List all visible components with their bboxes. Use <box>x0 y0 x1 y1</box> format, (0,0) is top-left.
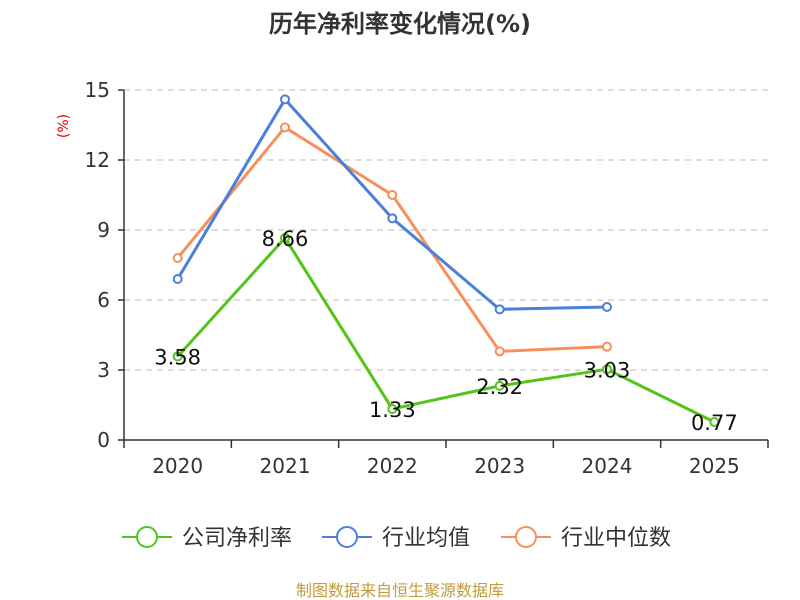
x-tick-label: 2025 <box>689 454 740 478</box>
data-point <box>387 213 398 224</box>
data-label: 0.77 <box>691 411 738 435</box>
data-point <box>602 364 612 375</box>
data-point <box>172 253 183 263</box>
data-point <box>172 274 183 284</box>
x-tick-label: 2021 <box>260 454 311 478</box>
series-line <box>176 125 608 353</box>
x-tick-label: 2022 <box>367 454 418 478</box>
data-point <box>602 341 612 352</box>
legend-marker <box>515 526 537 548</box>
data-label: 1.33 <box>369 398 416 422</box>
data-label: 8.66 <box>262 227 309 251</box>
series-2 <box>172 122 612 357</box>
y-tick-label: 0 <box>97 428 110 452</box>
y-tick-label: 15 <box>85 78 110 102</box>
chart-title: 历年净利率变化情况(%) <box>269 10 531 38</box>
series-line <box>176 97 608 311</box>
data-point <box>494 304 505 315</box>
y-tick-label: 9 <box>97 218 110 242</box>
legend-item[interactable]: 公司净利率 <box>122 526 292 551</box>
series-1 <box>172 94 612 315</box>
series-line <box>176 236 715 424</box>
series-0 <box>172 232 720 428</box>
data-point <box>387 403 398 414</box>
legend-label: 公司净利率 <box>182 526 292 551</box>
legend-label: 行业中位数 <box>561 526 671 551</box>
data-point <box>494 346 505 357</box>
data-point <box>172 351 183 362</box>
data-point <box>280 122 290 133</box>
data-point <box>280 232 290 243</box>
x-tick-label: 2023 <box>474 454 525 478</box>
legend-label: 行业均值 <box>382 526 470 551</box>
data-label: 3.03 <box>584 358 631 382</box>
x-tick-label: 2020 <box>152 454 203 478</box>
grid-lines <box>124 89 768 371</box>
y-axis-label: (%) <box>56 114 72 138</box>
legend-item[interactable]: 行业均值 <box>322 526 470 551</box>
data-point <box>494 380 505 391</box>
y-tick-label: 12 <box>85 148 110 172</box>
data-label: 3.58 <box>154 345 201 369</box>
axes: 0 3 6 9 12 15 2020 2021 2022 2023 2024 2025 <box>85 78 769 478</box>
series-group <box>172 94 720 428</box>
legend[interactable]: 公司净利率 行业均值 行业中位数 <box>122 526 671 551</box>
data-point <box>709 417 720 428</box>
source-note: 制图数据来自恒生聚源数据库 <box>296 581 504 600</box>
data-point <box>280 94 290 105</box>
data-labels: 3.58 8.66 1.33 2.32 3.03 0.77 <box>154 227 737 435</box>
data-point <box>387 190 398 200</box>
legend-marker <box>336 526 358 548</box>
x-tick-label: 2024 <box>582 454 633 478</box>
legend-marker <box>136 526 158 548</box>
data-label: 2.32 <box>476 375 523 399</box>
data-point <box>602 302 612 312</box>
y-tick-label: 3 <box>97 358 110 382</box>
y-tick-label: 6 <box>97 288 110 312</box>
legend-item[interactable]: 行业中位数 <box>501 526 671 551</box>
